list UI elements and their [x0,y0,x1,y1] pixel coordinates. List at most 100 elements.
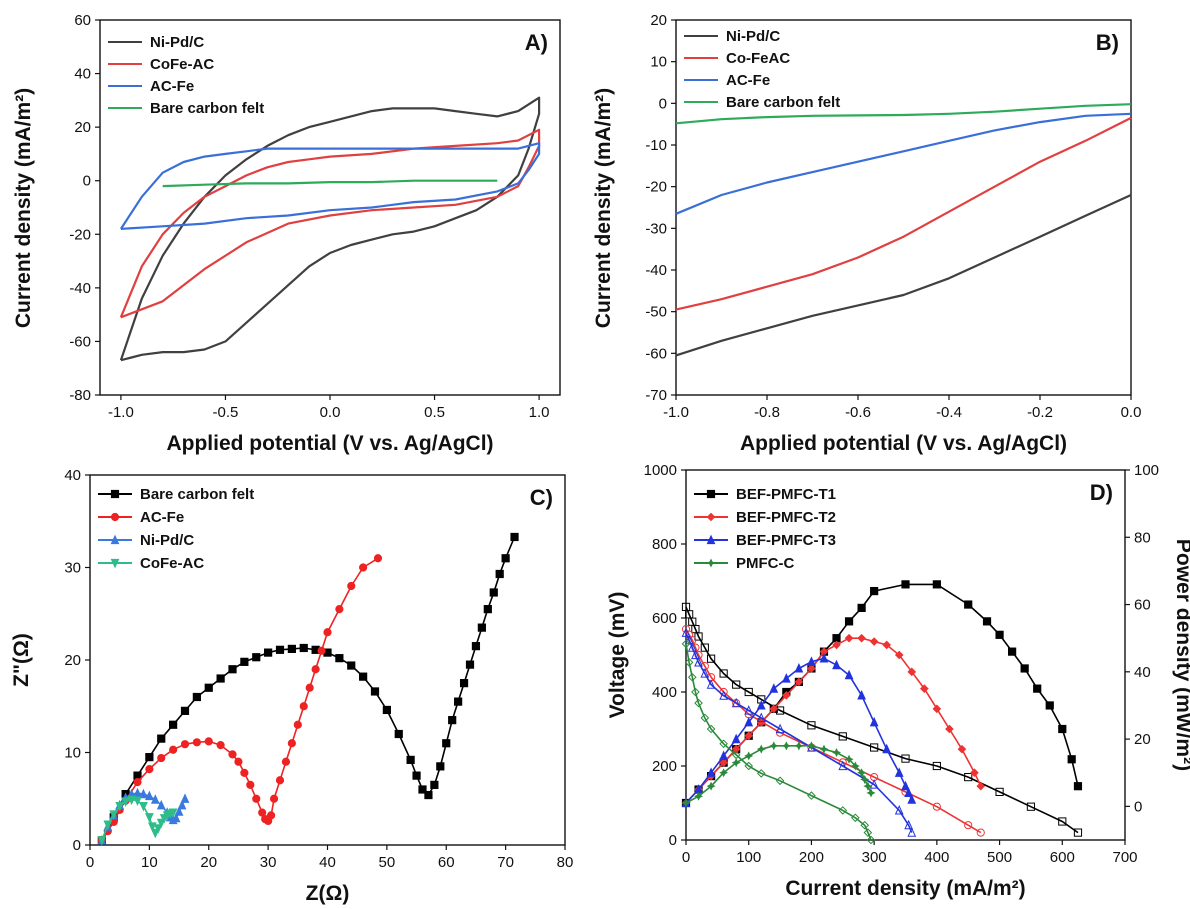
plot-frame [89,474,566,846]
data-point [744,705,754,715]
legend-label: BEF-PMFC-T3 [736,532,836,549]
data-point [920,684,929,693]
y-axis-title: Z"(Ω) [10,633,33,687]
data-point [719,768,729,778]
legend-label: CoFe-AC [140,555,204,572]
data-point [694,657,703,667]
series-bef-pmfc-t2 [681,625,985,837]
series-bef-pmfc-t2 [681,633,986,808]
data-point [945,724,954,734]
data-point [465,660,475,669]
legend-item: AC-Fe [98,509,184,526]
data-point [121,797,131,807]
series-pmfc-c [681,639,876,845]
data-point [957,744,967,754]
data-point [706,781,716,791]
data-point [177,799,187,810]
plot-frame [675,19,1132,396]
data-point [157,734,166,743]
data-point [844,669,854,680]
legend-item: BEF-PMFC-T2 [694,509,836,526]
data-point [681,639,691,649]
data-point [781,673,791,683]
data-point [775,723,785,734]
data-point [894,650,904,660]
data-point [147,822,157,832]
data-point [228,750,237,759]
data-point [281,757,291,766]
data-point [1020,664,1029,673]
x-tick-label: 60 [438,854,455,871]
data-point [857,603,866,613]
x-tick-label: 0.0 [1121,404,1142,421]
series-co-feac [675,116,1132,311]
data-point [299,643,308,653]
data-point [731,744,741,754]
series-pmfc-c [681,741,876,808]
data-point [744,761,754,771]
data-point [794,677,804,687]
data-point [115,802,125,812]
y2-tick-label: 100 [1134,462,1159,479]
series-bef-pmfc-t1 [681,602,1083,837]
data-point [744,716,754,727]
data-point [863,781,873,791]
data-point [857,689,866,700]
data-point [483,605,492,614]
series-line [675,116,1132,311]
chart-panel-3: 0 10 20 30 40 50 60 70 80 0 10 20 30 40 Z(Ω) Z"(Ω) C) Bar… [10,467,573,905]
data-point [192,738,201,747]
y-tick-label: -70 [645,387,667,404]
data-point [964,773,973,782]
series-bef-pmfc-t3 [681,652,917,808]
data-point [97,836,107,846]
y2-tick-label: 40 [1134,664,1151,681]
legend-marker [706,489,716,499]
data-point [1033,684,1042,693]
series-bef-pmfc-t3 [681,627,917,837]
data-point [731,733,741,744]
data-point [807,656,816,666]
y-tick-label: 200 [652,758,677,775]
data-point [412,771,421,780]
data-point [258,808,267,817]
series-line [162,179,498,188]
data-point [252,794,261,803]
data-point [732,680,741,689]
x-tick-label: 80 [557,854,574,871]
data-point [806,741,816,751]
data-point [907,667,917,677]
data-point [103,820,113,831]
data-point [335,605,344,614]
data-point [744,751,754,761]
data-point [756,769,766,778]
data-point [192,692,201,702]
data-point [995,630,1004,639]
data-point [264,648,273,657]
data-point [293,720,302,729]
data-point [684,658,694,667]
data-point [869,637,879,646]
legend-label: BEF-PMFC-T2 [736,509,836,526]
data-point [794,741,804,751]
y-tick-label: 40 [74,66,91,83]
data-point [781,741,791,751]
x-tick-label: 400 [924,849,949,866]
data-point [359,563,368,572]
data-point [775,706,785,715]
panel-label: D) [1090,480,1113,505]
data-point [1073,828,1083,837]
data-point [719,750,729,761]
data-point [150,794,160,804]
data-point [850,761,860,771]
data-point [489,588,498,597]
data-point [501,554,510,563]
data-point [694,632,703,641]
y-tick-label: 60 [74,12,91,29]
data-point [373,554,383,563]
data-point [359,672,368,681]
series-ac-fe [97,554,383,845]
data-point [240,768,249,777]
legend-item: Bare carbon felt [98,486,254,503]
data-point [269,794,279,803]
